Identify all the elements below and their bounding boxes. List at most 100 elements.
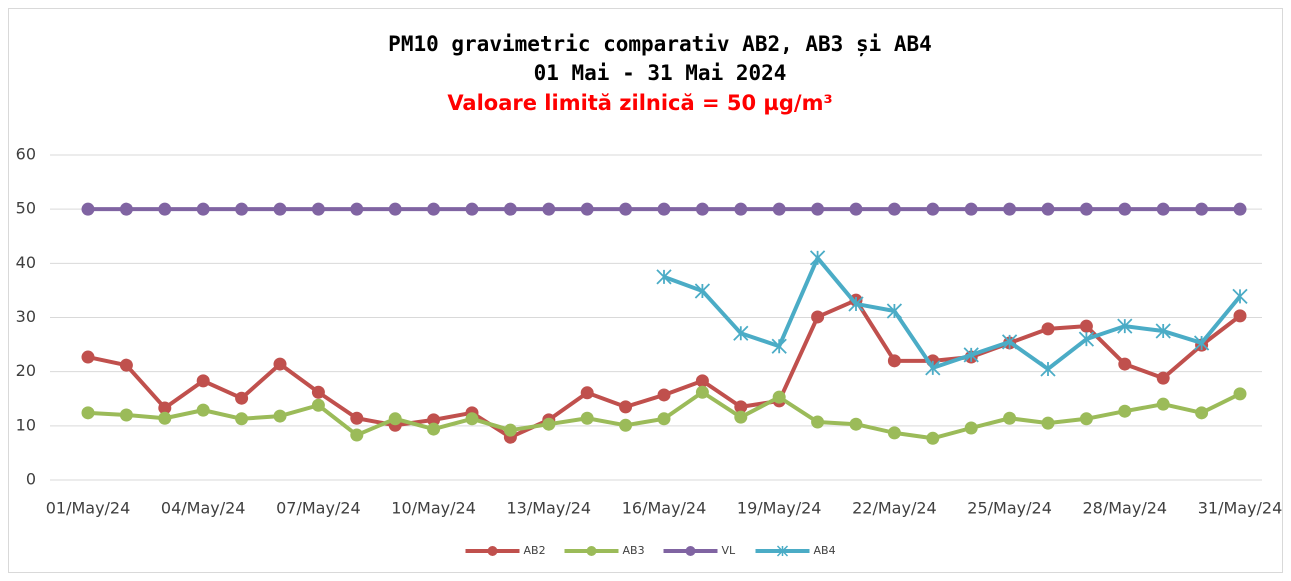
x-tick-label: 25/May/24: [967, 499, 1052, 518]
y-tick-label: 60: [16, 145, 36, 164]
point-marker: [350, 411, 364, 425]
point-marker: [158, 401, 172, 415]
point-marker: [1003, 202, 1017, 216]
x-tick-label: 16/May/24: [622, 499, 707, 518]
x-tick-label: 13/May/24: [507, 499, 592, 518]
point-marker: [656, 269, 672, 285]
point-marker: [427, 422, 441, 436]
chart-border: [8, 8, 1283, 573]
point-marker: [926, 431, 940, 445]
point-marker: [887, 426, 901, 440]
point-marker: [849, 202, 863, 216]
point-marker: [388, 412, 402, 426]
point-marker: [465, 202, 479, 216]
point-marker: [1118, 357, 1132, 371]
point-marker: [503, 423, 517, 437]
point-marker: [81, 350, 95, 364]
point-marker: [1156, 371, 1170, 385]
point-marker: [235, 202, 249, 216]
point-marker: [1001, 334, 1018, 350]
x-tick-label: 10/May/24: [391, 499, 476, 518]
point-marker: [963, 347, 979, 363]
point-marker: [1156, 202, 1170, 216]
point-marker: [427, 413, 441, 427]
point-marker: [887, 354, 901, 368]
point-marker: [695, 202, 709, 216]
point-marker: [465, 412, 479, 426]
point-marker: [1040, 361, 1056, 377]
point-marker: [733, 325, 749, 341]
point-marker: [235, 412, 249, 426]
point-marker: [503, 202, 517, 216]
point-marker: [311, 202, 325, 216]
point-marker: [580, 411, 594, 425]
point-marker: [734, 202, 748, 216]
point-marker: [1156, 397, 1170, 411]
point-marker: [887, 202, 901, 216]
point-marker: [1079, 202, 1093, 216]
y-tick-label: 20: [16, 361, 36, 380]
point-marker: [619, 400, 633, 414]
point-marker: [311, 398, 325, 412]
point-marker: [158, 202, 172, 216]
point-marker: [1233, 387, 1247, 401]
point-marker: [886, 303, 903, 319]
chart-title: PM10 gravimetric comparativ AB2, AB3 și …: [388, 32, 932, 56]
point-marker: [811, 415, 825, 429]
legend-marker: [776, 545, 789, 557]
point-marker: [1195, 406, 1209, 420]
point-marker: [849, 417, 863, 431]
point-marker: [926, 202, 940, 216]
point-marker: [427, 202, 441, 216]
limit-annotation: Valoare limită zilnică = 50 µg/m³: [447, 91, 832, 115]
point-marker: [311, 385, 325, 399]
series-line: [663, 255, 1242, 371]
point-marker: [158, 411, 172, 425]
point-marker: [1041, 322, 1055, 336]
x-tick-label: 22/May/24: [852, 499, 937, 518]
point-marker: [580, 202, 594, 216]
point-marker: [1118, 404, 1132, 418]
point-marker: [964, 202, 978, 216]
point-marker: [657, 388, 671, 402]
y-tick-label: 10: [16, 415, 36, 434]
point-marker: [848, 296, 864, 312]
point-marker: [1003, 411, 1017, 425]
point-marker: [694, 283, 711, 299]
x-tick-label: 19/May/24: [737, 499, 822, 518]
point-marker: [1117, 318, 1133, 334]
point-marker: [81, 202, 95, 216]
point-marker: [119, 408, 133, 422]
legend-label: VL: [722, 544, 737, 557]
x-tick-label: 01/May/24: [46, 499, 131, 518]
point-marker: [695, 385, 709, 399]
point-marker: [81, 406, 95, 420]
point-marker: [964, 421, 978, 435]
point-marker: [1195, 202, 1209, 216]
y-tick-label: 30: [16, 307, 36, 326]
point-marker: [619, 418, 633, 432]
x-tick-label: 28/May/24: [1083, 499, 1168, 518]
point-marker: [350, 202, 364, 216]
legend-marker: [487, 546, 498, 556]
point-marker: [1233, 309, 1247, 323]
point-marker: [1041, 416, 1055, 430]
point-marker: [1155, 323, 1171, 339]
point-marker: [196, 374, 210, 388]
point-marker: [350, 428, 364, 442]
point-marker: [811, 310, 825, 324]
point-marker: [734, 400, 748, 414]
point-marker: [1079, 319, 1093, 333]
point-marker: [273, 357, 287, 371]
point-marker: [772, 202, 786, 216]
point-marker: [119, 202, 133, 216]
point-marker: [1079, 412, 1093, 426]
point-marker: [580, 386, 594, 400]
chart-subtitle: 01 Mai - 31 Mai 2024: [534, 61, 787, 85]
point-marker: [811, 202, 825, 216]
point-marker: [235, 391, 249, 405]
point-marker: [1078, 331, 1095, 347]
y-tick-label: 0: [26, 470, 36, 489]
point-marker: [772, 390, 786, 404]
y-tick-label: 50: [16, 199, 36, 218]
